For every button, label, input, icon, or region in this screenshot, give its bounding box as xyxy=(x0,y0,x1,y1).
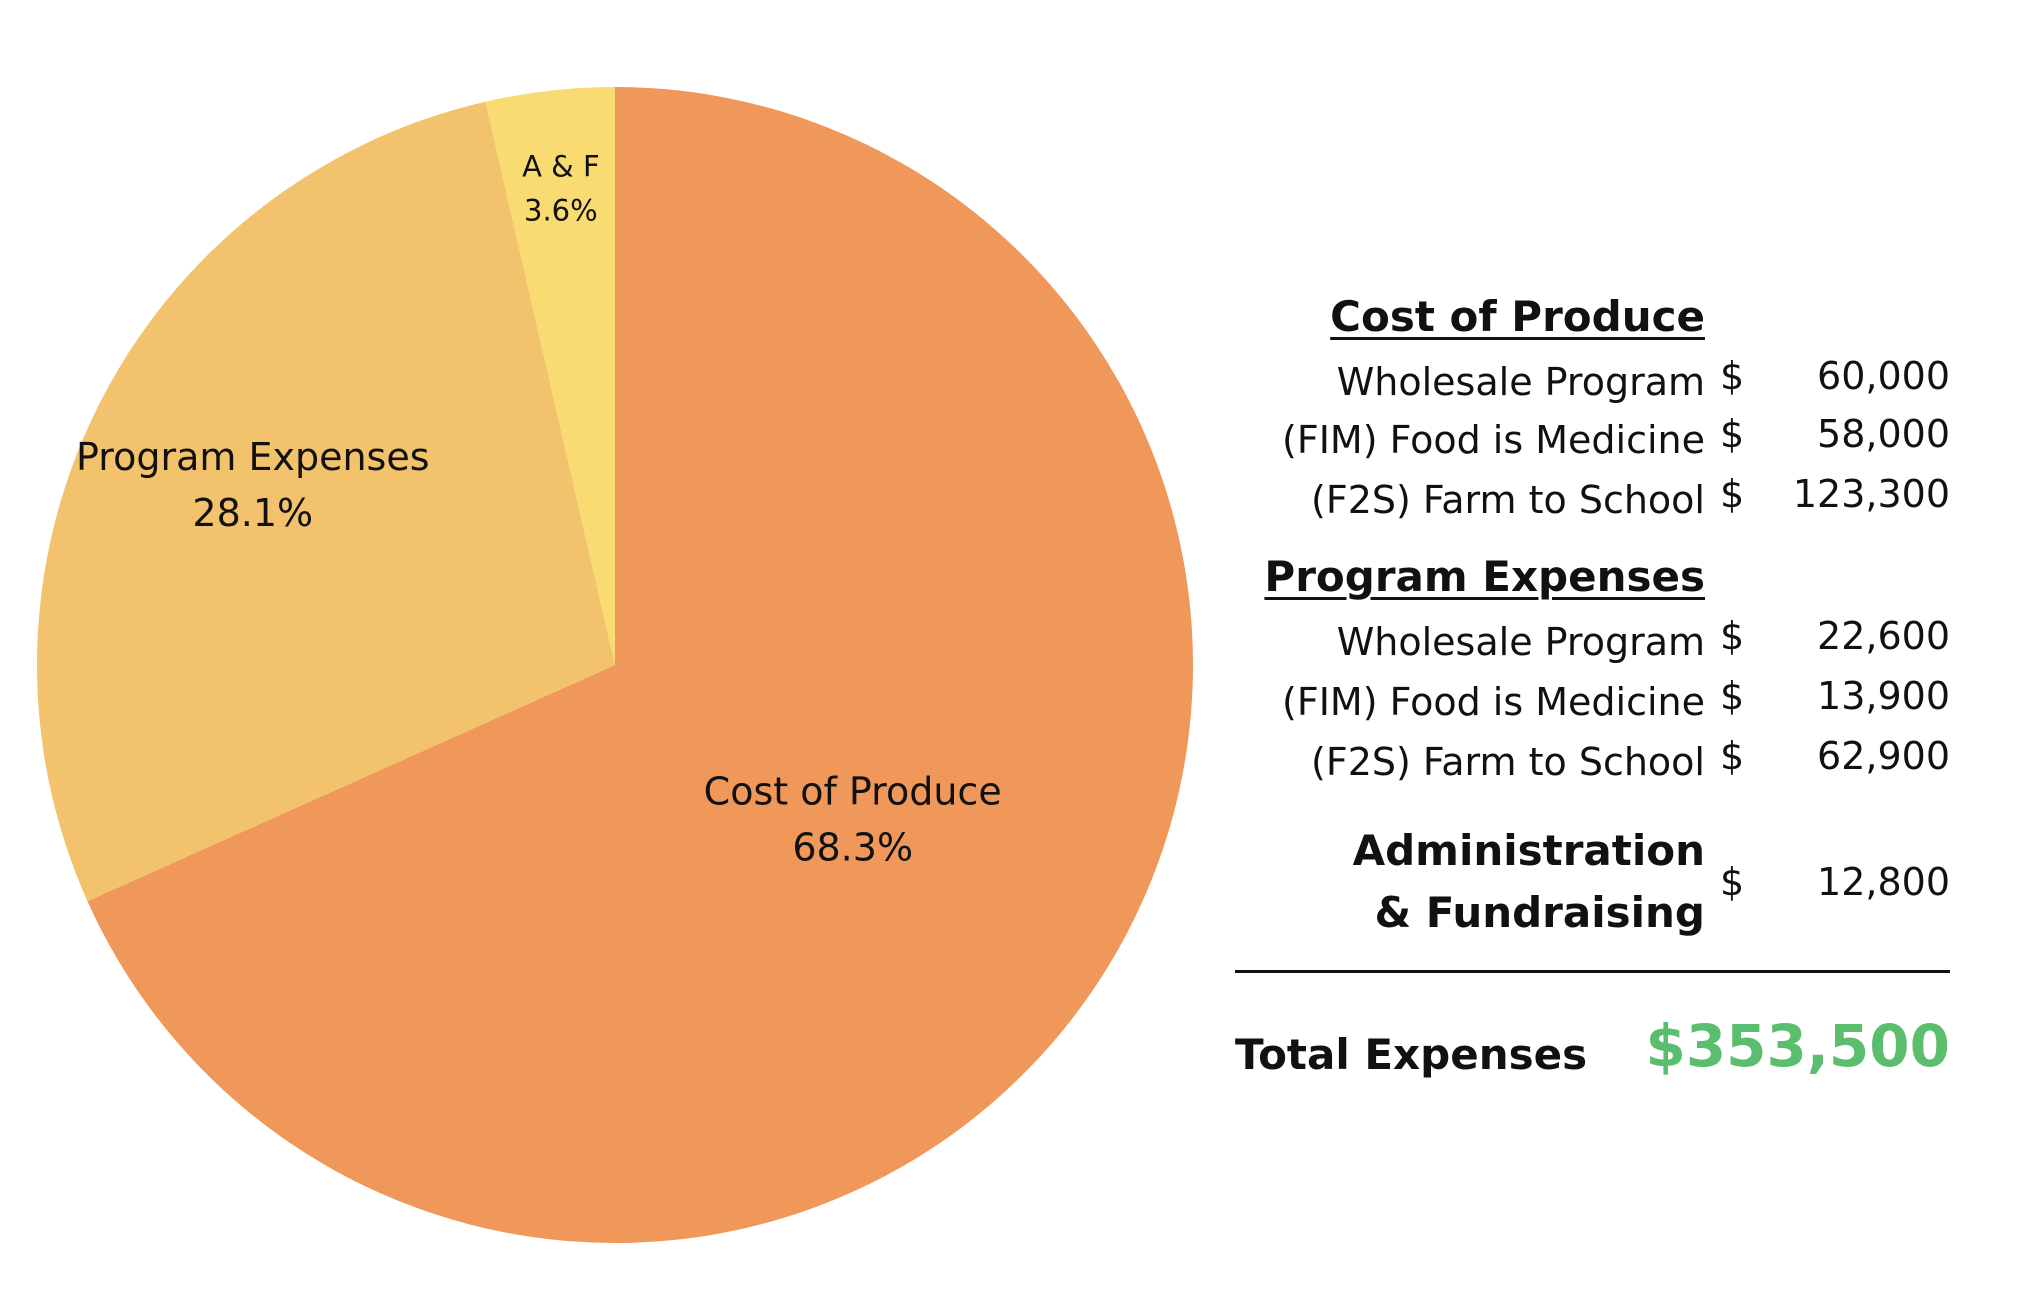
cost-of-produce-heading: Cost of Produce xyxy=(1330,292,1705,341)
row-currency: $ xyxy=(1720,734,1745,778)
row-label: Wholesale Program xyxy=(1336,360,1705,404)
pie-slice-a-f xyxy=(485,87,615,665)
total-expenses-label: Total Expenses xyxy=(1235,1030,1588,1079)
expense-breakdown-panel: Cost of Produce Wholesale Program $ 60,0… xyxy=(1190,270,1950,1130)
slice-label: Program Expenses xyxy=(76,435,429,479)
total-expenses-value: $353,500 xyxy=(1645,1012,1950,1080)
row-amount: 58,000 xyxy=(1817,412,1950,456)
slice-label: A & F xyxy=(522,149,600,183)
table-row: (FIM) Food is Medicine $ 58,000 xyxy=(1190,412,1950,470)
row-currency: $ xyxy=(1720,674,1745,718)
row-amount: 22,600 xyxy=(1817,614,1950,658)
row-amount: 13,900 xyxy=(1817,674,1950,718)
admin-amount: 12,800 xyxy=(1817,860,1950,904)
row-label: Wholesale Program xyxy=(1336,620,1705,664)
slice-label: Cost of Produce xyxy=(704,769,1002,813)
row-label: (FIM) Food is Medicine xyxy=(1282,418,1705,462)
admin-currency: $ xyxy=(1720,860,1745,904)
table-row: (F2S) Farm to School $ 123,300 xyxy=(1190,472,1950,530)
row-label: (FIM) Food is Medicine xyxy=(1282,680,1705,724)
admin-label-line1: Administration xyxy=(1352,826,1705,875)
row-currency: $ xyxy=(1720,472,1745,516)
row-label: (F2S) Farm to School xyxy=(1311,478,1705,522)
table-row: (F2S) Farm to School $ 62,900 xyxy=(1190,734,1950,792)
pie-slice-cost-of-produce xyxy=(87,87,1194,1243)
admin-fundraising-label: Administration & Fundraising xyxy=(1353,820,1705,944)
row-amount: 60,000 xyxy=(1817,354,1950,398)
pie-slice-program-expenses xyxy=(36,101,615,902)
table-row: (FIM) Food is Medicine $ 13,900 xyxy=(1190,674,1950,732)
row-currency: $ xyxy=(1720,354,1745,398)
row-amount: 123,300 xyxy=(1792,472,1950,516)
row-currency: $ xyxy=(1720,614,1745,658)
pie-chart: Cost of Produce 68.3% Program Expenses 28.1… xyxy=(36,87,1194,1243)
row-currency: $ xyxy=(1720,412,1745,456)
program-expenses-heading: Program Expenses xyxy=(1264,552,1705,601)
slice-percent-label: 28.1% xyxy=(192,491,313,535)
admin-label-line2: & Fundraising xyxy=(1374,888,1705,937)
slice-percent-label: 68.3% xyxy=(792,825,913,869)
table-row: Wholesale Program $ 60,000 xyxy=(1190,354,1950,412)
row-label: (F2S) Farm to School xyxy=(1311,740,1705,784)
total-divider xyxy=(1235,970,1950,973)
slice-percent-label: 3.6% xyxy=(524,193,598,227)
table-row: Wholesale Program $ 22,600 xyxy=(1190,614,1950,672)
row-amount: 62,900 xyxy=(1817,734,1950,778)
